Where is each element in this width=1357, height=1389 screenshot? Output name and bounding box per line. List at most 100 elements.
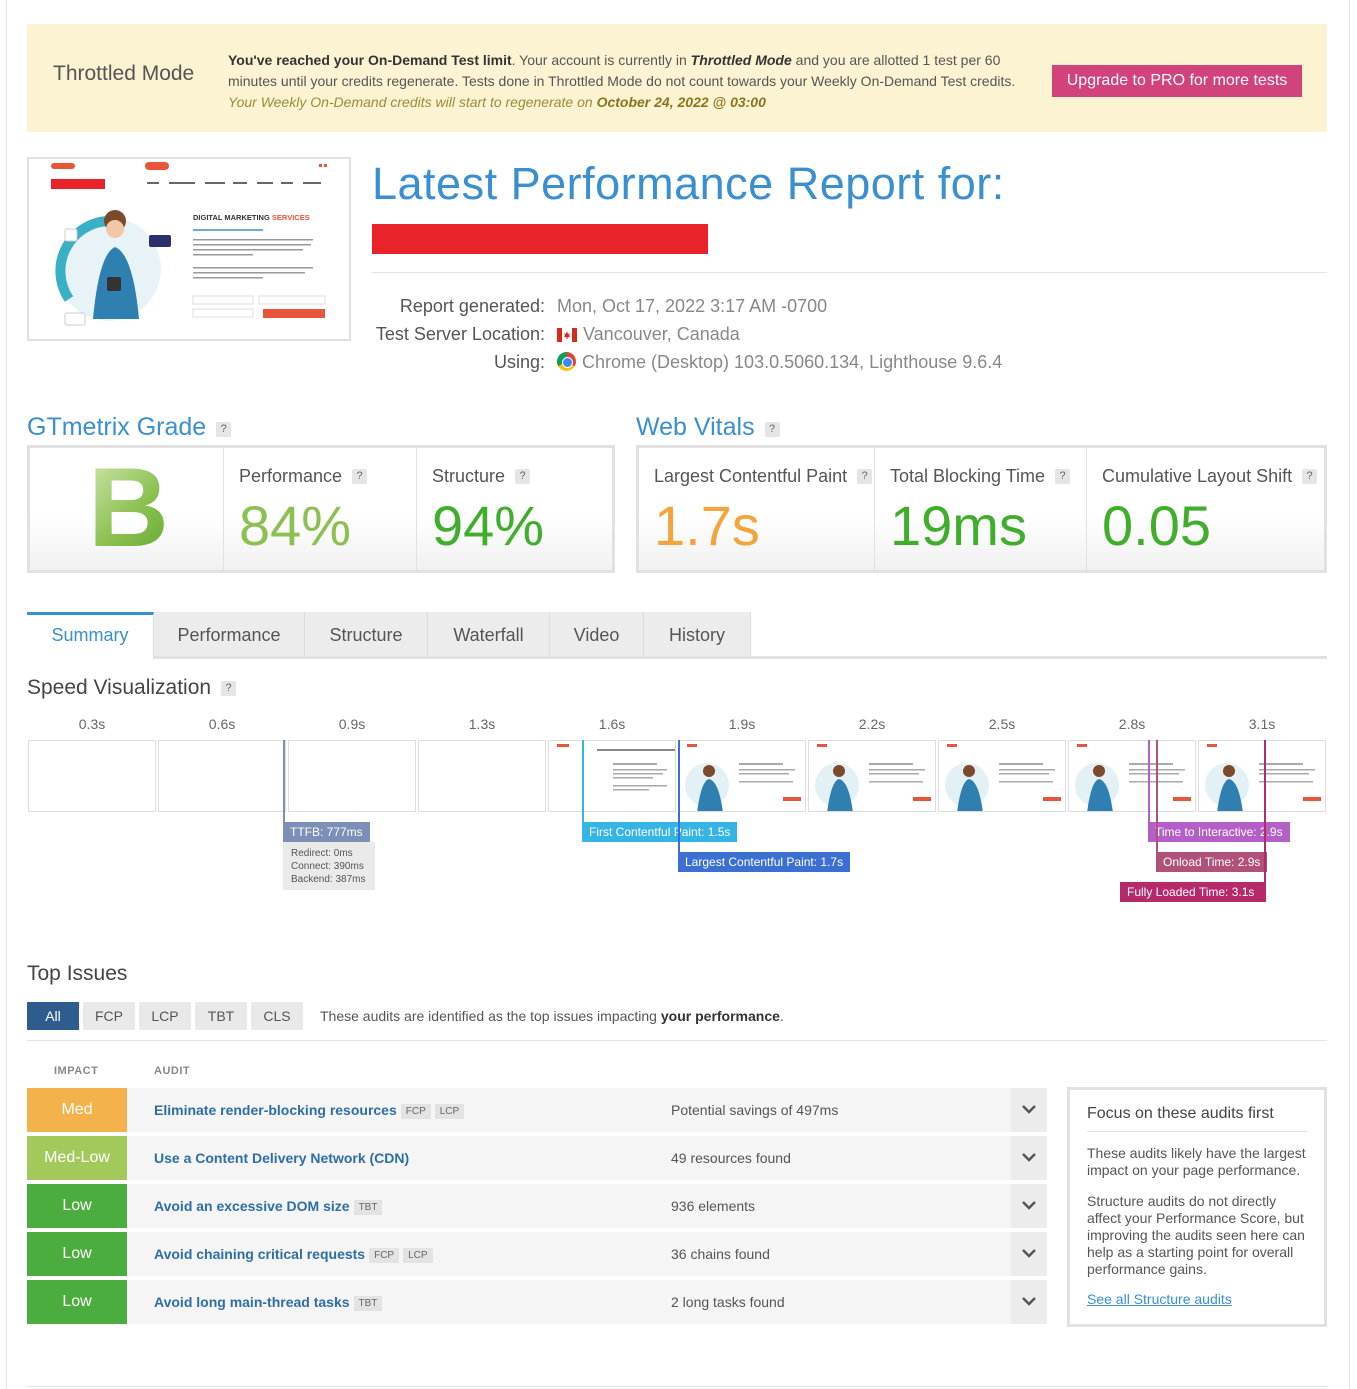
tbt-label: Total Blocking Time [890,466,1046,486]
metric-tag: FCP [369,1248,400,1263]
audit-title[interactable]: Eliminate render-blocking resources FCP LC… [154,1102,465,1119]
filmstrip-frame [288,740,416,812]
see-all-structure-audits-link[interactable]: See all Structure audits [1087,1291,1232,1307]
filter-tbt[interactable]: TBT [195,1002,247,1030]
tab-waterfall[interactable]: Waterfall [428,612,550,656]
audit-result: Potential savings of 497ms [671,1102,839,1118]
chevron-down-icon[interactable] [1011,1184,1047,1228]
filmstrip-frame [418,740,546,812]
tab-video[interactable]: Video [550,612,644,656]
ttfb-marker: TTFB: 777ms [283,822,370,842]
web-vitals-heading: Web Vitals? [636,413,780,442]
performance-score-label: Performance [239,466,343,486]
issue-row[interactable]: Med-Low Use a Content Delivery Network (C… [27,1136,1047,1180]
site-preview-image: DIGITAL MARKETING SERVICES [51,162,327,326]
upgrade-button[interactable]: Upgrade to PRO for more tests [1052,65,1302,97]
fcp-marker: First Contentful Paint: 1.5s [582,822,738,842]
filmstrip-frame [548,740,676,812]
filmstrip [27,740,1327,812]
tick-label: 0.3s [78,716,106,732]
cls-cell: Cumulative Layout Shift? 0.05 [1087,448,1324,570]
tti-marker-line [1148,740,1150,822]
lcp-label: Largest Contentful Paint [654,466,848,486]
audit-title[interactable]: Avoid chaining critical requests FCP LCP [154,1246,433,1263]
audit-title[interactable]: Avoid long main-thread tasks TBT [154,1294,383,1311]
tick-label: 1.9s [728,716,756,732]
tab-performance[interactable]: Performance [154,612,305,656]
audit-title[interactable]: Avoid an excessive DOM size TBT [154,1198,383,1215]
tbt-value: 19ms [890,494,1027,557]
focus-panel-text-2: Structure audits do not directly affect … [1087,1193,1305,1277]
banner-text-a: . Your account is currently in [511,52,691,68]
help-icon[interactable]: ? [764,422,780,437]
help-icon[interactable]: ? [1302,469,1318,484]
chevron-down-icon[interactable] [1011,1280,1047,1324]
metric-tag: TBT [353,1296,383,1311]
metric-tag: TBT [353,1200,383,1215]
audit-result: 936 elements [671,1198,756,1214]
filter-lcp[interactable]: LCP [139,1002,191,1030]
filmstrip-frame [1068,740,1196,812]
audit-title[interactable]: Use a Content Delivery Network (CDN) [154,1150,409,1166]
performance-score-cell: Performance? 84% [224,448,417,570]
tbt-cell: Total Blocking Time? 19ms [875,448,1087,570]
tab-history[interactable]: History [644,612,751,656]
frame-partial-render [557,744,675,791]
filter-note-end: . [779,1008,784,1024]
tab-structure[interactable]: Structure [305,612,428,656]
web-vitals-title: Web Vitals [636,413,755,441]
issue-row[interactable]: Low Avoid an excessive DOM size TBT 936 ele… [27,1184,1047,1228]
frame-render [815,744,931,811]
filter-note-bold: your performance [660,1008,780,1024]
footer-divider [27,1386,1327,1387]
banner-limit-text: You've reached your On-Demand Test limit [228,52,512,68]
frame-render [1205,744,1321,811]
tick-label: 1.3s [468,716,496,732]
metric-tag: FCP [400,1104,431,1119]
issue-row[interactable]: Med Eliminate render-blocking resources FC… [27,1088,1047,1132]
help-icon[interactable]: ? [1055,469,1071,484]
cls-label: Cumulative Layout Shift [1102,466,1293,486]
ttfb-redirect: Redirect: 0ms [291,848,353,859]
banner-title: Throttled Mode [53,62,195,85]
chevron-down-icon[interactable] [1011,1136,1047,1180]
issues-divider [27,1040,1327,1041]
filter-fcp[interactable]: FCP [83,1002,135,1030]
banner-regen: Your Weekly On-Demand credits will start… [228,94,766,110]
issue-row[interactable]: Low Avoid long main-thread tasks TBT 2 long… [27,1280,1047,1324]
using-value-wrap: Chrome (Desktop) 103.0.5060.134, Lightho… [557,352,1002,373]
focus-audits-panel: Focus on these audits first These audits… [1067,1087,1327,1327]
chevron-down-icon[interactable] [1011,1088,1047,1132]
ttfb-marker-line [283,740,285,822]
banner-regen-date: October 24, 2022 @ 03:00 [596,94,766,110]
help-icon[interactable]: ? [221,681,237,696]
frame-render [945,744,1061,811]
throttled-banner: Throttled Mode You've reached your On-De… [27,24,1327,132]
ttfb-backend: Backend: 387ms [291,874,366,885]
lcp-value: 1.7s [654,494,760,557]
chevron-down-icon[interactable] [1011,1232,1047,1276]
server-location-label: Test Server Location: [375,324,545,344]
report-title: Latest Performance Report for: [372,158,1005,209]
help-icon[interactable]: ? [857,469,873,484]
web-vitals-box: Largest Contentful Paint? 1.7s Total Blo… [636,445,1327,573]
filter-cls[interactable]: CLS [251,1002,303,1030]
gtmetrix-grade-box: B Performance? 84% Structure? 94% [27,445,615,573]
using-value: Chrome (Desktop) 103.0.5060.134, Lightho… [582,352,1003,372]
help-icon[interactable]: ? [515,469,531,484]
fully-loaded-marker-line [1264,740,1266,882]
tab-summary[interactable]: Summary [27,612,154,659]
help-icon[interactable]: ? [216,422,232,437]
issue-row[interactable]: Low Avoid chaining critical requests FCP LC… [27,1232,1047,1276]
metric-tag: LCP [434,1104,465,1119]
performance-score-label-wrap: Performance? [239,466,368,487]
impact-badge: Low [27,1280,127,1324]
onload-marker-line [1156,740,1158,852]
server-location-value: Vancouver, Canada [583,324,740,344]
onload-marker: Onload Time: 2.9s [1156,852,1268,872]
audit-result: 2 long tasks found [671,1294,785,1310]
help-icon[interactable]: ? [352,469,368,484]
top-issues-title: Top Issues [27,962,128,985]
impact-badge: Low [27,1184,127,1228]
filter-all[interactable]: All [27,1002,79,1030]
